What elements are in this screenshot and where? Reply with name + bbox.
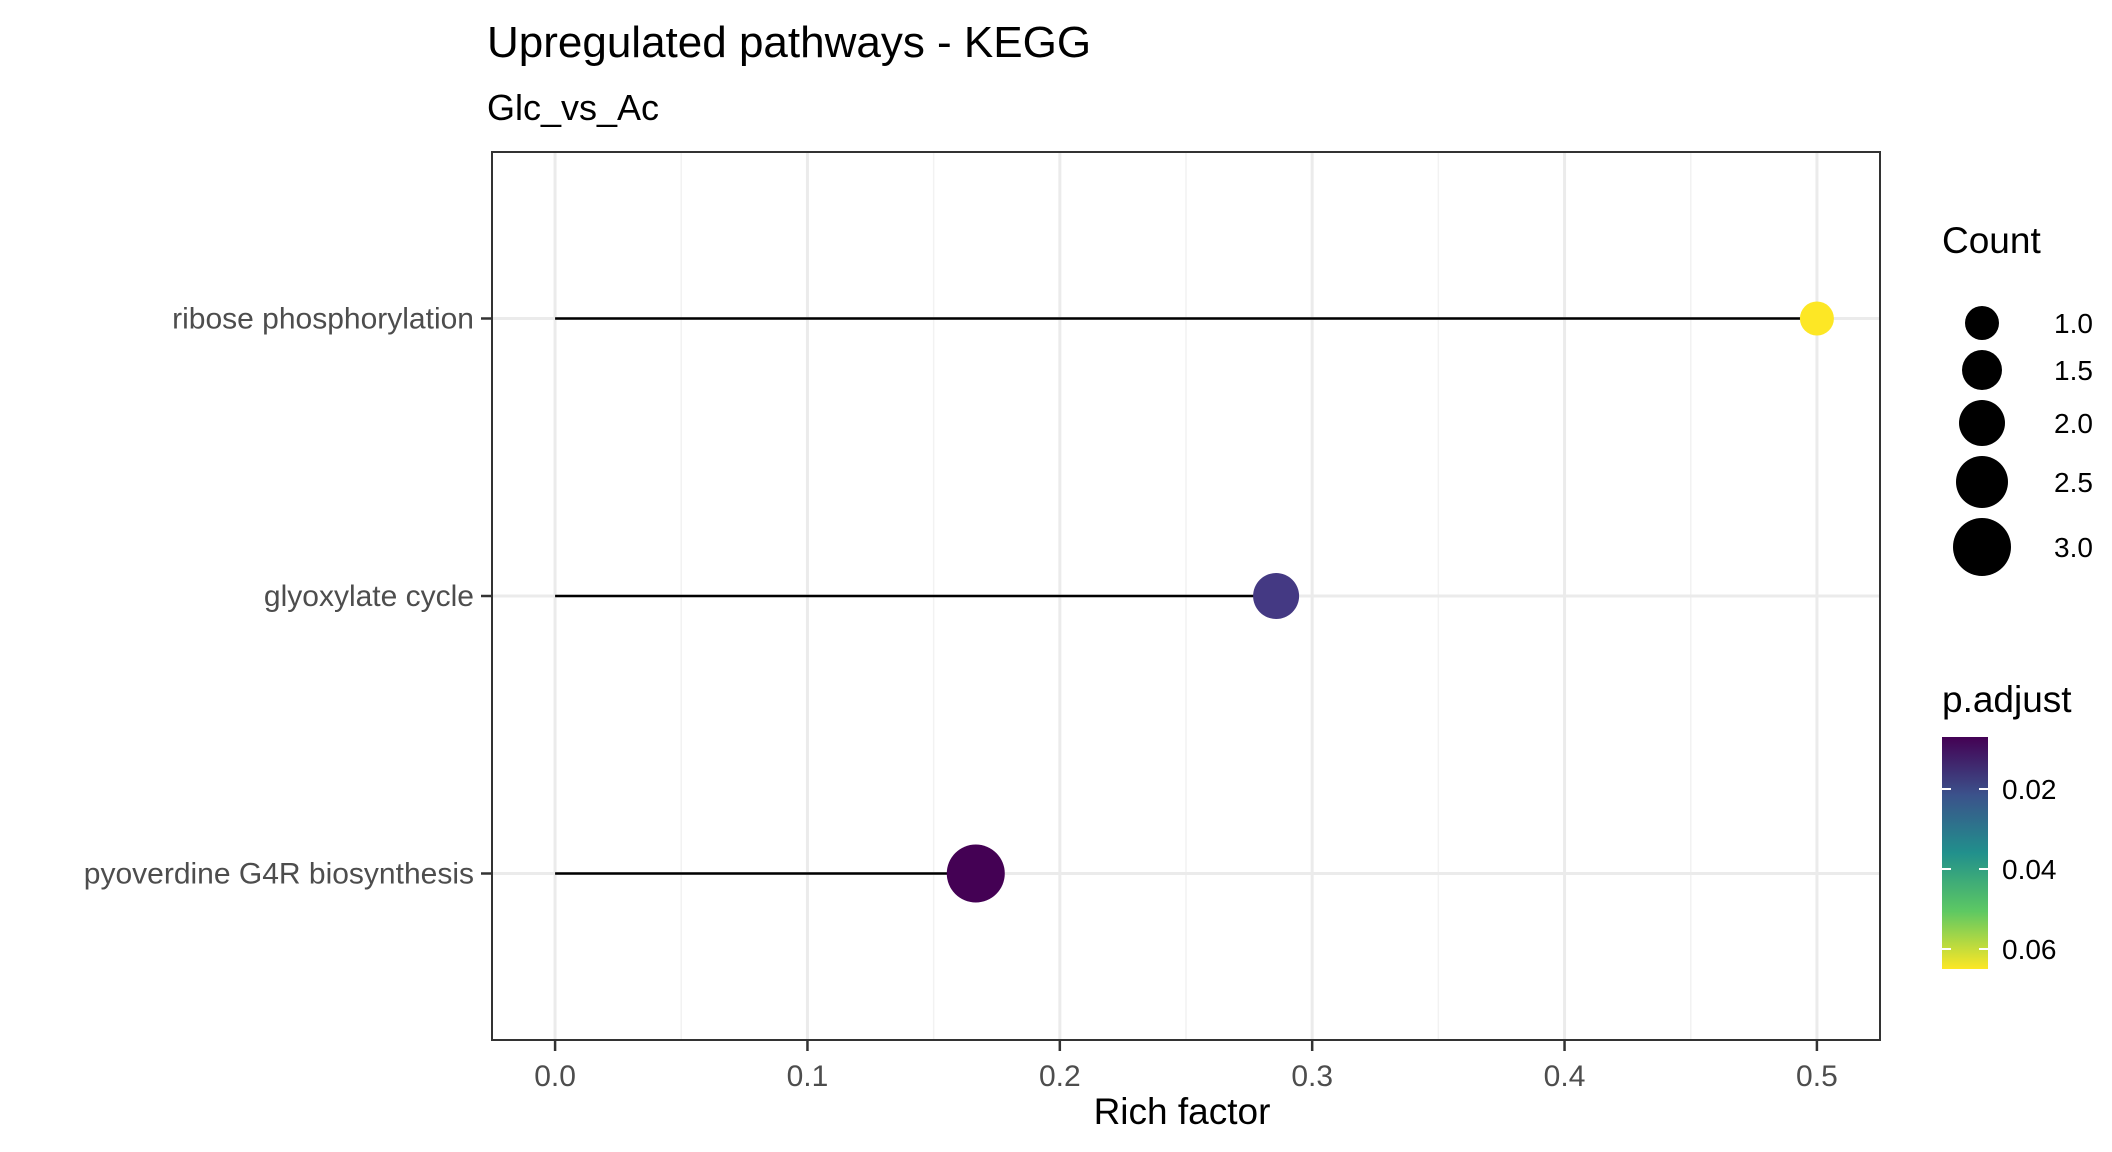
legend-count-key	[1962, 350, 2002, 390]
data-point	[1253, 573, 1300, 619]
chart-title: Upregulated pathways - KEGG	[487, 18, 1091, 67]
legend-count-label: 2.0	[2054, 408, 2093, 439]
legend-count-label: 1.5	[2054, 355, 2093, 386]
legend-count-key	[1965, 306, 1999, 340]
y-tick-label: ribose phosphorylation	[172, 303, 474, 336]
x-axis-title: Rich factor	[1094, 1091, 1271, 1132]
plot-area	[491, 151, 1881, 1041]
x-tick-label: 0.5	[1796, 1060, 1838, 1093]
data-point	[946, 844, 1005, 903]
legend-count-label: 3.0	[2054, 532, 2093, 563]
x-tick-label: 0.3	[1291, 1060, 1333, 1093]
legend-p-adjust-title: p.adjust	[1942, 679, 2072, 720]
legend-count-key	[1953, 518, 2011, 576]
legend-count-title: Count	[1942, 220, 2041, 261]
x-tick-label: 0.2	[1039, 1060, 1081, 1093]
x-tick-label: 0.1	[787, 1060, 829, 1093]
chart-subtitle: Glc_vs_Ac	[487, 87, 659, 128]
legend-count-label: 2.5	[2054, 467, 2093, 498]
y-axis-labels: ribose phosphorylation glyoxylate cycle py…	[84, 303, 492, 891]
legend-p-adjust-label: 0.06	[2002, 934, 2057, 965]
x-axis-ticks: 0.0 0.1 0.2 0.3 0.4 0.5	[534, 1040, 1838, 1093]
legend-count: Count 1.0 1.5 2.0 2.5 3.0	[1942, 220, 2093, 576]
x-tick-label: 0.4	[1544, 1060, 1586, 1093]
x-tick-label: 0.0	[534, 1060, 576, 1093]
legend-p-adjust-label: 0.04	[2002, 854, 2057, 885]
legend-p-adjust-colorbar	[1942, 737, 1988, 969]
legend-count-label: 1.0	[2054, 308, 2093, 339]
legend-p-adjust-label: 0.02	[2002, 774, 2057, 805]
legend-p-adjust: p.adjust 0.02 0.04 0.06	[1942, 679, 2072, 969]
legend-count-key	[1959, 400, 2005, 446]
y-tick-label: glyoxylate cycle	[264, 580, 474, 613]
y-tick-label: pyoverdine G4R biosynthesis	[84, 858, 474, 891]
data-point	[1799, 301, 1834, 336]
legend-count-key	[1956, 456, 2008, 508]
